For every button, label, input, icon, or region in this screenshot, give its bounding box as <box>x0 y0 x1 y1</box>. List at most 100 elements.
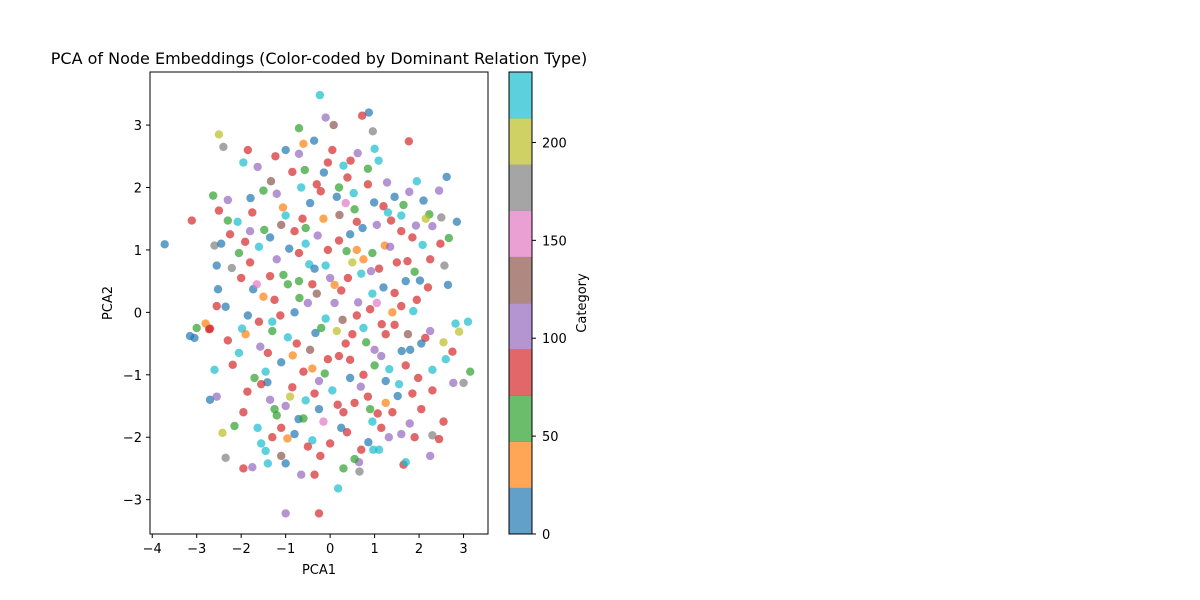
colorbar-segment <box>509 256 532 304</box>
colorbar-axis: 0 50 100 150 200 <box>532 136 567 543</box>
scatter-point <box>234 248 244 258</box>
scatter-point <box>271 152 280 161</box>
scatter-point <box>357 269 366 278</box>
scatter-point <box>339 408 348 417</box>
scatter-point <box>436 239 445 248</box>
scatter-point <box>350 205 359 214</box>
scatter-point <box>334 236 344 245</box>
scatter-point <box>357 445 366 454</box>
y-axis: −3 −2 −1 0 1 2 3 <box>123 119 150 509</box>
x-tick-label: 3 <box>459 542 467 557</box>
scatter-point <box>210 241 219 250</box>
x-tick-label: 0 <box>326 542 334 557</box>
scatter-point <box>219 142 228 152</box>
scatter-point <box>315 90 325 100</box>
scatter-point <box>310 470 319 479</box>
scatter-point <box>268 326 277 336</box>
scatter-point <box>230 421 239 431</box>
scatter-point <box>281 401 290 411</box>
scatter-point <box>245 258 255 267</box>
scatter-point <box>283 280 293 289</box>
scatter-point <box>337 423 346 433</box>
scatter-point <box>241 330 250 339</box>
scatter-point <box>370 144 379 153</box>
scatter-point <box>345 355 355 365</box>
scatter-point <box>253 423 262 433</box>
scatter-point <box>283 434 292 443</box>
scatter-point <box>401 276 410 286</box>
scatter-point <box>261 446 270 456</box>
scatter-point <box>370 345 379 355</box>
scatter-point <box>343 273 353 283</box>
scatter-point <box>428 365 437 374</box>
scatter-point <box>368 289 377 298</box>
scatter-point <box>384 433 394 442</box>
scatter-point <box>319 214 328 223</box>
scatter-point <box>368 417 377 426</box>
scatter-point <box>334 183 344 192</box>
scatter-point <box>243 145 253 155</box>
scatter-point <box>417 404 426 414</box>
scatter-point <box>319 168 329 177</box>
scatter-point <box>214 206 224 215</box>
scatter-point <box>349 188 358 198</box>
scatter-point <box>221 302 230 311</box>
scatter-point <box>377 423 386 433</box>
scatter-point <box>243 311 253 320</box>
scatter-point <box>382 178 392 187</box>
colorbar-segment <box>509 164 532 211</box>
scatter-point <box>297 470 306 479</box>
scatter-point <box>268 433 277 442</box>
scatter-point <box>305 198 315 208</box>
scatter-point <box>223 216 233 225</box>
scatter-point <box>270 295 279 305</box>
scatter-point <box>348 258 357 267</box>
scatter-point <box>401 458 410 467</box>
scatter-point <box>441 354 450 364</box>
scatter-point <box>381 330 390 339</box>
y-tick-label: 1 <box>134 244 142 259</box>
scatter-point <box>374 264 384 273</box>
scatter-point <box>394 379 404 389</box>
colorbar-segment <box>509 395 532 442</box>
scatter-point <box>252 280 261 289</box>
scatter-point <box>300 165 309 175</box>
scatter-point <box>352 311 361 320</box>
scatter-point <box>363 180 373 189</box>
scatter-point <box>366 266 376 276</box>
scatter-point <box>374 156 383 165</box>
scatter-point <box>404 137 414 146</box>
colorbar-tick-label: 150 <box>542 234 567 249</box>
scatter-point <box>261 367 270 376</box>
colorbar-segment <box>509 303 532 350</box>
scatter-point <box>372 220 382 230</box>
scatter-point <box>216 239 226 248</box>
scatter-point <box>263 459 273 468</box>
colorbar <box>509 72 532 535</box>
scatter-point <box>205 395 215 404</box>
scatter-point <box>288 383 297 392</box>
scatter-point <box>310 264 319 273</box>
scatter-point <box>228 360 237 370</box>
scatter-point <box>294 248 304 258</box>
scatter-point <box>254 242 264 252</box>
scatter-point <box>405 187 414 197</box>
scatter-point <box>425 451 435 461</box>
x-tick-label: −4 <box>143 542 162 557</box>
colorbar-segment <box>509 118 532 165</box>
scatter-point <box>256 342 265 351</box>
scatter-point <box>397 227 406 236</box>
scatter-point <box>277 423 286 433</box>
scatter-point <box>243 387 252 396</box>
scatter-point <box>352 217 361 227</box>
scatter-point <box>421 214 430 223</box>
scatter-point <box>425 326 435 336</box>
scatter-point <box>397 211 406 220</box>
scatter-point <box>333 400 342 409</box>
scatter-point <box>463 317 473 326</box>
scatter-point <box>418 240 427 250</box>
scatter-point <box>419 196 428 205</box>
scatter-point <box>401 361 410 370</box>
scatter-point <box>212 392 221 401</box>
scatter-point <box>341 339 350 348</box>
